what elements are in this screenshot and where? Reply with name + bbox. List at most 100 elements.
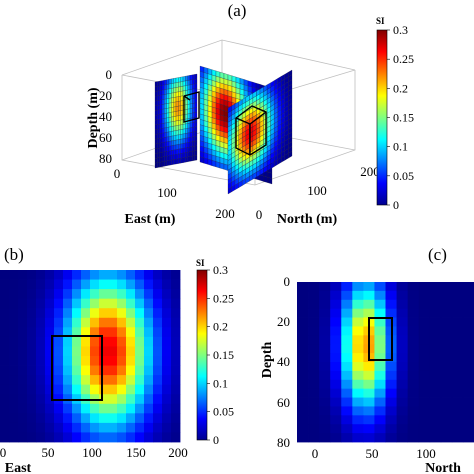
heatmap-cell <box>363 290 375 301</box>
heatmap-cell <box>341 424 353 434</box>
heatmap-cell <box>308 406 320 416</box>
heatmap-cell <box>135 317 145 328</box>
heatmap-cell <box>126 413 136 424</box>
slice-cell <box>192 126 195 133</box>
heatmap-cell <box>108 346 118 357</box>
slice-cell <box>166 126 170 133</box>
slice-cell <box>159 123 163 130</box>
heatmap-cell <box>374 433 386 443</box>
heatmap-cell <box>117 403 127 414</box>
heatmap-cell <box>171 384 181 395</box>
heatmap-cell <box>308 335 320 345</box>
slice-cell <box>171 106 174 113</box>
heatmap-cell <box>440 406 453 416</box>
colorbar-tick-label: 0.1 <box>213 376 228 390</box>
heatmap-cell <box>308 317 320 327</box>
heatmap-cell <box>117 375 127 386</box>
heatmap-cell <box>0 375 10 386</box>
heatmap-cell <box>341 344 353 354</box>
heatmap-cell <box>126 270 136 280</box>
slice-cell <box>180 143 184 149</box>
slice-cell <box>166 98 170 104</box>
slice-cell <box>178 139 181 145</box>
heatmap-cell <box>374 290 386 301</box>
heatmap-cell <box>352 406 364 416</box>
heatmap-cell <box>396 308 409 318</box>
heatmap-cell <box>117 346 127 357</box>
slice-cell <box>192 141 195 147</box>
heatmap-cell <box>108 327 118 338</box>
heatmap-cell <box>0 317 10 328</box>
heatmap-cell <box>352 290 364 301</box>
heatmap-cell <box>45 317 55 328</box>
heatmap-cell <box>63 375 73 386</box>
depth-axis-label: Depth (m) <box>86 87 101 148</box>
heatmap-cell <box>330 353 342 363</box>
slice-cell <box>154 100 158 107</box>
heatmap-cell <box>451 370 464 381</box>
heatmap-cell <box>9 432 19 443</box>
heatmap-cell <box>18 432 28 443</box>
heatmap-cell <box>319 424 331 434</box>
heatmap-cell <box>36 270 46 280</box>
heatmap-cell <box>396 353 409 363</box>
heatmap-cell <box>36 403 46 414</box>
heatmap-cell <box>308 308 320 318</box>
slice-cell <box>175 101 179 107</box>
panel-a-boxes <box>183 91 267 156</box>
heatmap-cell <box>153 422 163 433</box>
heatmap-cell <box>418 370 431 381</box>
anomaly-box-small <box>183 91 200 123</box>
heatmap-cell <box>385 424 397 434</box>
heatmap-cell <box>117 394 127 405</box>
slice-cell <box>211 160 217 168</box>
heatmap-cell <box>54 384 64 395</box>
slice-cell <box>175 144 179 150</box>
panel-c-y-axis: 0 20 40 60 80 <box>277 274 290 450</box>
heatmap-cell <box>385 308 397 318</box>
heatmap-cell <box>396 326 409 336</box>
panel-c-x-axis: 0 50 100 <box>312 446 436 461</box>
panel-b-x-axis: 0 50 100 150 200 <box>0 445 188 460</box>
heatmap-cell <box>144 394 154 405</box>
slice-cell <box>157 152 160 159</box>
heatmap-cell <box>54 317 64 328</box>
heatmap-cell <box>440 388 453 398</box>
heatmap-cell <box>330 379 342 390</box>
heatmap-cell <box>153 346 163 357</box>
heatmap-cell <box>27 394 37 405</box>
heatmap-cell <box>153 356 163 366</box>
c-xtick-0: 0 <box>312 446 319 461</box>
heatmap-cell <box>90 336 100 347</box>
heatmap-cell <box>45 384 55 395</box>
colorbar-tick-label: 0 <box>213 433 219 447</box>
heatmap-cell <box>36 375 46 386</box>
colorbar-a-ticks: 0 0.05 0.1 0.15 0.2 0.25 0.3 <box>387 23 414 212</box>
heatmap-cell <box>9 403 19 414</box>
slice-cell <box>192 79 195 85</box>
slice-cell <box>171 126 174 132</box>
slice-cell <box>185 137 188 144</box>
heatmap-cell <box>72 308 82 319</box>
colorbar-a <box>376 29 388 206</box>
heatmap-cell <box>90 432 100 443</box>
slice-cell <box>180 157 184 164</box>
heatmap-cell <box>81 298 91 309</box>
slice-cell <box>164 122 167 129</box>
panel-a-north-axis: 0 100 200 <box>256 164 380 222</box>
heatmap-cell <box>319 317 331 327</box>
heatmap-cell <box>36 422 46 433</box>
heatmap-cell <box>330 362 342 372</box>
slice-cell <box>159 156 163 163</box>
heatmap-cell <box>308 282 320 292</box>
depth-tick-80: 80 <box>99 151 112 166</box>
heatmap-cell <box>374 397 386 407</box>
slice-cell <box>185 99 188 106</box>
slice-cell <box>164 151 167 157</box>
heatmap-cell <box>451 308 464 318</box>
heatmap-cell <box>81 413 91 424</box>
heatmap-cell <box>27 422 37 433</box>
heatmap-cell <box>319 379 331 390</box>
heatmap-cell <box>36 327 46 338</box>
slice-cell <box>166 122 170 128</box>
